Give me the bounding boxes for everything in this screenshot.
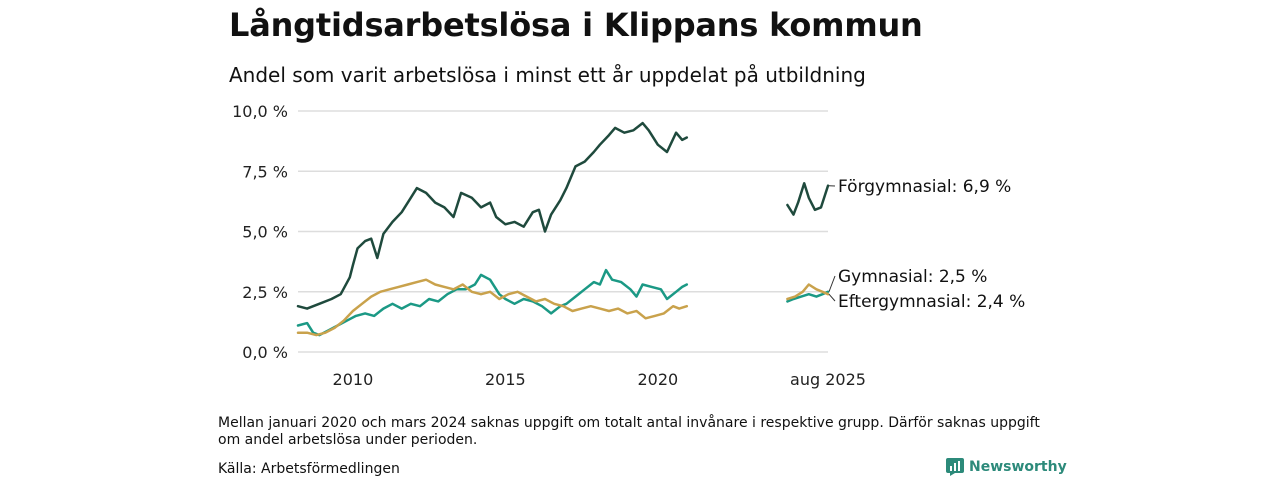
series-end-label: Förgymnasial: 6,9 % (838, 177, 1011, 197)
series-line-gymnasial (786, 290, 830, 303)
leader-line (828, 293, 836, 302)
series-end-label: Eftergymnasial: 2,4 % (838, 292, 1025, 312)
y-tick-label: 5,0 % (242, 223, 288, 242)
y-tick-label: 2,5 % (242, 283, 288, 302)
x-tick-label: 2010 (333, 370, 374, 389)
y-tick-label: 0,0 % (242, 343, 288, 362)
series-end-label: Gymnasial: 2,5 % (838, 267, 987, 287)
leader-line (828, 275, 836, 292)
chart-title: Långtidsarbetslösa i Klippans kommun (229, 6, 923, 44)
x-tick-label: aug 2025 (790, 370, 866, 389)
line-chart: 0,0 % 2,5 % 5,0 % 7,5 % 10,0 % 2010 2015 2020 au… (232, 102, 1025, 389)
y-tick-label: 10,0 % (232, 102, 288, 121)
series-line-forgymnasial (296, 121, 689, 310)
series-line-forgymnasial (786, 182, 830, 216)
chart-note: Mellan januari 2020 och mars 2024 saknas… (218, 415, 1040, 448)
x-tick-label: 2020 (637, 370, 678, 389)
series-line-gymnasial (296, 268, 689, 337)
y-tick-label: 7,5 % (242, 162, 288, 181)
series-line-eftergymnasial (786, 283, 830, 301)
newsworthy-logo: Newsworthy (946, 458, 1067, 476)
source-text: Källa: Arbetsförmedlingen (218, 461, 400, 477)
brand-name: Newsworthy (969, 459, 1067, 475)
bar-chart-icon (946, 458, 964, 476)
x-tick-label: 2015 (485, 370, 526, 389)
chart-subtitle: Andel som varit arbetslösa i minst ett å… (229, 63, 866, 87)
series-line-eftergymnasial (296, 278, 689, 337)
